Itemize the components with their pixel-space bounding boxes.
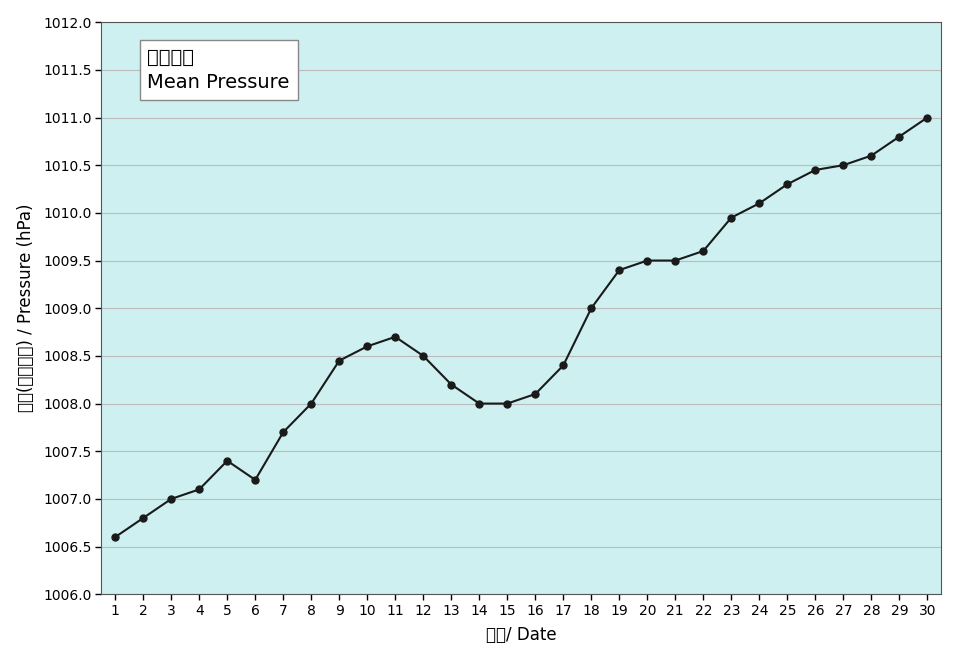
Y-axis label: 氣壓(百帕斯卡) / Pressure (hPa): 氣壓(百帕斯卡) / Pressure (hPa)	[16, 204, 34, 412]
X-axis label: 日期/ Date: 日期/ Date	[486, 627, 557, 644]
Text: 平均氣壓
Mean Pressure: 平均氣壓 Mean Pressure	[148, 48, 290, 92]
